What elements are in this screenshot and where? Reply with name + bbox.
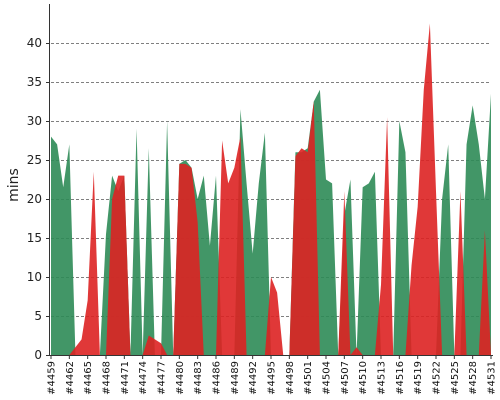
x-tick-label: #4516 [395,361,406,395]
series-area-1 [51,89,491,356]
x-tick-label: #4459 [47,361,58,395]
x-tick-label: #4504 [322,361,333,395]
series-area-2 [51,23,491,355]
x-tick-label: #4528 [468,361,479,395]
x-tick-label: #4474 [138,361,149,395]
x-tick-label: #4531 [487,361,498,395]
x-tick-label: #4471 [120,361,131,395]
y-tick-label: 20 [27,192,42,206]
y-axis-title: mins [6,168,22,202]
x-tick-label: #4480 [175,361,186,395]
x-tick-label: #4513 [377,361,388,395]
x-tick-label: #4498 [285,361,296,395]
x-tick-label: #4525 [450,361,461,395]
y-tick-label: 10 [27,270,42,284]
y-tick-label: 5 [34,309,42,323]
y-tick-label: 15 [27,231,42,245]
series-areas [51,23,491,356]
x-tick-labels: #4459 #4462 #4465 #4468 #4471 #4474 #4477 #4480… [47,355,498,395]
x-tick-label: #4468 [102,361,113,395]
x-tick-label: #4492 [248,361,259,395]
x-tick-label: #4495 [267,361,278,395]
x-tick-label: #4507 [340,361,351,395]
x-tick-label: #4489 [230,361,241,395]
y-tick-label: 30 [27,114,42,128]
x-tick-label: #4486 [212,361,223,395]
y-tick-label: 25 [27,153,42,167]
x-tick-label: #4522 [432,361,443,395]
x-tick-label: #4465 [83,361,94,395]
x-tick-label: #4519 [413,361,424,395]
x-tick-label: #4477 [157,361,168,395]
y-tick-labels: 0 5 10 15 20 25 30 35 40 [27,36,42,362]
x-tick-label: #4483 [193,361,204,395]
x-tick-label: #4501 [303,361,314,395]
y-tick-label: 35 [27,75,42,89]
y-tick-label: 40 [27,36,42,50]
x-tick-label: #4462 [65,361,76,395]
y-tick-label: 0 [34,348,42,362]
x-tick-label: #4510 [358,361,369,395]
